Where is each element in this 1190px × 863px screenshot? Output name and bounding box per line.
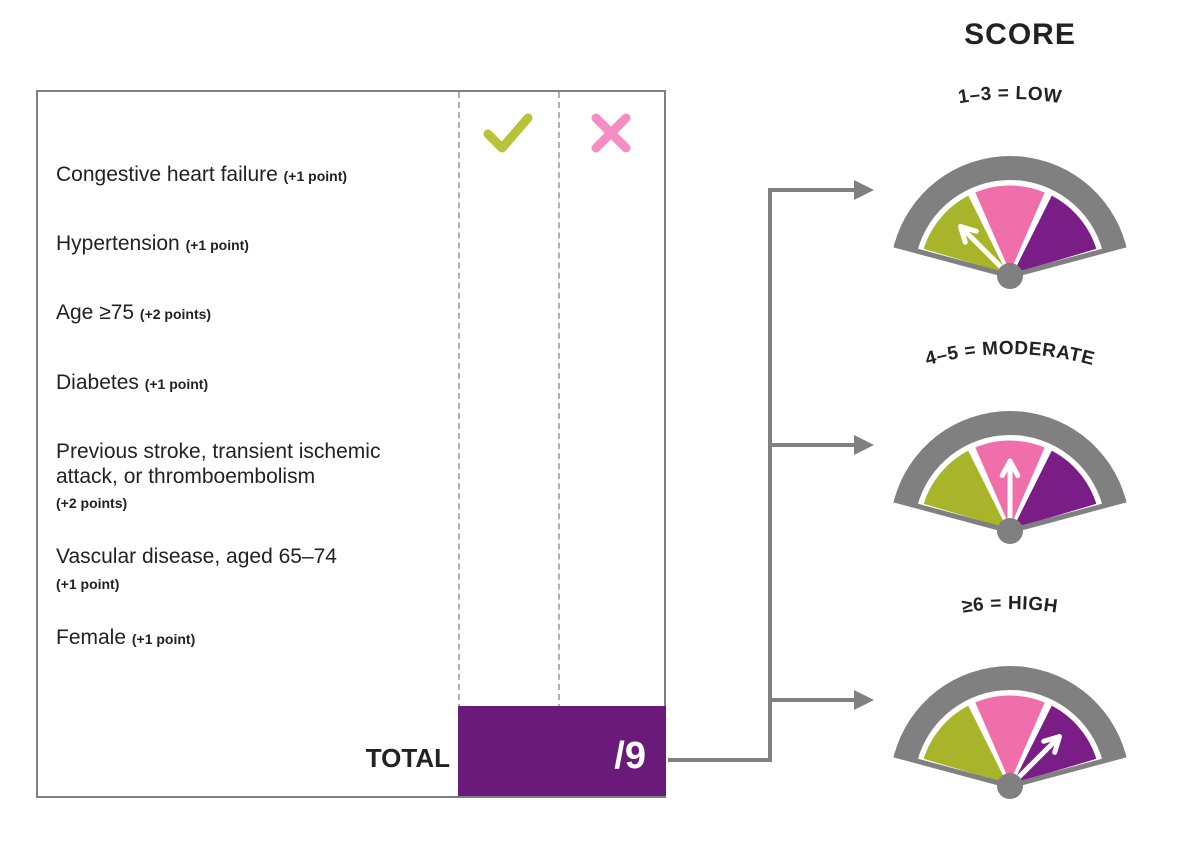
criteria-label: Age ≥75 xyxy=(56,301,140,324)
criteria-row: Age ≥75 (+2 points) xyxy=(56,300,436,325)
criteria-points: (+2 points) xyxy=(140,306,211,322)
svg-text:4–5 = MODERATE: 4–5 = MODERATE xyxy=(923,340,1097,370)
stage: SCORE Congestive heart failure (+1 point… xyxy=(0,0,1190,863)
check-icon xyxy=(478,108,538,158)
criteria-points: (+1 point) xyxy=(186,237,249,253)
criteria-row: Previous stroke, transient ischemic atta… xyxy=(56,439,436,515)
gauge-label: 1–3 = LOW xyxy=(880,85,1140,121)
total-label: TOTAL xyxy=(38,743,450,774)
gauge-label: 4–5 = MODERATE xyxy=(880,340,1140,376)
criteria-points: (+1 point) xyxy=(56,576,119,592)
gauge-hub xyxy=(997,263,1023,289)
gauge-svg xyxy=(880,126,1140,296)
criteria-points: (+1 point) xyxy=(132,631,195,647)
criteria-panel: Congestive heart failure (+1 point)Hyper… xyxy=(36,90,666,798)
gauge-hub xyxy=(997,773,1023,799)
criteria-points: (+1 point) xyxy=(284,168,347,184)
svg-text:≥6 = HIGH: ≥6 = HIGH xyxy=(961,595,1060,618)
total-box: /9 xyxy=(458,706,666,796)
gauge: 1–3 = LOW xyxy=(880,85,1140,301)
criteria-rows: Congestive heart failure (+1 point)Hyper… xyxy=(56,162,436,680)
criteria-label: Previous stroke, transient ischemic atta… xyxy=(56,440,380,488)
svg-text:1–3 = LOW: 1–3 = LOW xyxy=(957,85,1063,108)
criteria-row: Female (+1 point) xyxy=(56,625,436,650)
total-denominator: /9 xyxy=(614,735,646,778)
gauge: 4–5 = MODERATE xyxy=(880,340,1140,556)
gauge-hub xyxy=(997,518,1023,544)
gauge: ≥6 = HIGH xyxy=(880,595,1140,811)
criteria-points: (+1 point) xyxy=(145,376,208,392)
criteria-points: (+2 points) xyxy=(56,495,127,511)
criteria-row: Diabetes (+1 point) xyxy=(56,370,436,395)
connector-arrow xyxy=(668,700,870,760)
column-divider-1 xyxy=(458,92,460,710)
criteria-label: Vascular disease, aged 65–74 xyxy=(56,545,337,568)
criteria-label: Diabetes xyxy=(56,371,145,394)
criteria-row: Vascular disease, aged 65–74 (+1 point) xyxy=(56,544,436,594)
gauge-label: ≥6 = HIGH xyxy=(880,595,1140,631)
criteria-label: Hypertension xyxy=(56,232,186,255)
cross-icon xyxy=(586,108,636,158)
criteria-row: Congestive heart failure (+1 point) xyxy=(56,162,436,187)
gauge-svg xyxy=(880,381,1140,551)
criteria-row: Hypertension (+1 point) xyxy=(56,231,436,256)
criteria-label: Female xyxy=(56,626,132,649)
criteria-label: Congestive heart failure xyxy=(56,163,284,186)
column-divider-2 xyxy=(558,92,560,710)
gauge-svg xyxy=(880,636,1140,806)
